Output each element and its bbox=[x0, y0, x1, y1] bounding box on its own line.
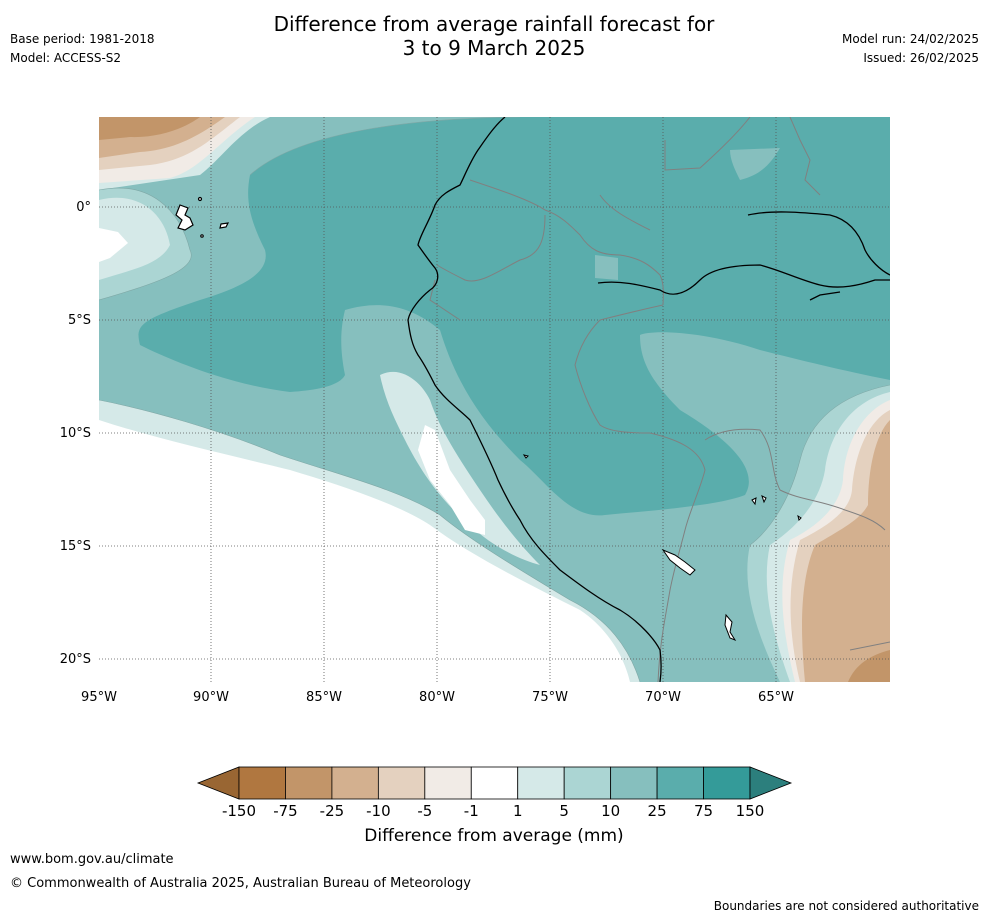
galapagos-islands bbox=[175, 196, 230, 238]
colour-bar-box bbox=[563, 766, 612, 800]
lon-label: 65°W bbox=[758, 690, 794, 705]
map-title: Difference from average rainfall forecas… bbox=[0, 12, 988, 60]
latitude-labels: 0° 5°S 10°S 15°S 20°S bbox=[60, 200, 91, 667]
rainfall-anomaly-shading bbox=[99, 117, 890, 682]
colour-bar-tick-label: -75 bbox=[273, 802, 298, 820]
colour-bar-tick-label: -150 bbox=[222, 802, 256, 820]
colour-bar-tick-label: -1 bbox=[464, 802, 479, 820]
colour-bar-box bbox=[331, 766, 379, 800]
map-gridlines bbox=[99, 117, 890, 682]
anomaly-band-minus10-minus25-east bbox=[802, 420, 890, 682]
coastlines bbox=[407, 117, 890, 682]
colour-bar-boxes bbox=[238, 766, 751, 800]
lat-label: 0° bbox=[76, 200, 91, 215]
colour-bar-box bbox=[424, 766, 472, 800]
colour-bar-legend: -150 -75 -25 -10 -5 -1 1 5 10 25 75 150 bbox=[196, 766, 793, 820]
boundaries-disclaimer: Boundaries are not considered authoritat… bbox=[713, 899, 979, 913]
country-borders bbox=[429, 117, 890, 682]
colour-bar-tick-label: -10 bbox=[366, 802, 391, 820]
colour-bar-tick-label: 5 bbox=[559, 802, 569, 820]
colour-bar-tick-label: 75 bbox=[694, 802, 713, 820]
colour-bar-tick-labels: -150 -75 -25 -10 -5 -1 1 5 10 25 75 150 bbox=[222, 802, 764, 820]
colour-bar-box bbox=[285, 766, 333, 800]
lon-label: 85°W bbox=[306, 690, 342, 705]
colour-bar-low-extension bbox=[196, 766, 240, 800]
anomaly-band-1-5-west bbox=[99, 197, 170, 280]
lat-label: 20°S bbox=[60, 652, 91, 667]
title-line-1: Difference from average rainfall forecas… bbox=[273, 12, 715, 36]
colour-bar-high-extension bbox=[749, 766, 793, 800]
colour-bar-box bbox=[610, 766, 658, 800]
issued-date: Issued: 26/02/2025 bbox=[863, 51, 979, 65]
anomaly-band-25-75 bbox=[138, 117, 890, 516]
anomaly-band-minus25-minus75-north bbox=[99, 117, 200, 140]
colour-bar-box bbox=[377, 766, 426, 800]
anomaly-patch-10-25 bbox=[730, 148, 780, 180]
lon-label: 90°W bbox=[193, 690, 229, 705]
anomaly-band-minus25-minus75-east bbox=[848, 650, 890, 682]
colour-bar-box bbox=[517, 766, 565, 800]
colour-bar-tick-label: 1 bbox=[513, 802, 523, 820]
anomaly-band-neutral-coastal bbox=[418, 425, 485, 535]
lon-label: 95°W bbox=[81, 690, 117, 705]
anomaly-band-neutral-south bbox=[99, 420, 630, 682]
colour-bar-box bbox=[703, 766, 751, 800]
lat-label: 15°S bbox=[60, 539, 91, 554]
lakes bbox=[522, 454, 802, 642]
colour-bar-tick-label: 150 bbox=[736, 802, 765, 820]
lat-label: 10°S bbox=[60, 426, 91, 441]
lon-label: 70°W bbox=[645, 690, 681, 705]
model-name: Model: ACCESS-S2 bbox=[10, 51, 122, 65]
legend-label: Difference from average (mm) bbox=[364, 826, 624, 846]
model-run: Model run: 24/02/2025 bbox=[841, 32, 979, 46]
base-period: Base period: 1981-2018 bbox=[10, 32, 155, 46]
copyright-notice: © Commonwealth of Australia 2025, Austra… bbox=[10, 876, 471, 891]
bom-url[interactable]: www.bom.gov.au/climate bbox=[10, 852, 174, 867]
anomaly-band-neutral-west bbox=[99, 228, 128, 262]
anomaly-patch-10-25-small bbox=[595, 255, 618, 280]
colour-bar-tick-label: 10 bbox=[601, 802, 620, 820]
lat-label: 5°S bbox=[68, 313, 91, 328]
colour-bar-box bbox=[238, 766, 286, 800]
lon-label: 75°W bbox=[532, 690, 568, 705]
title-line-2: 3 to 9 March 2025 bbox=[402, 36, 586, 60]
colour-bar-tick-label: -25 bbox=[320, 802, 345, 820]
colour-bar-tick-label: 25 bbox=[648, 802, 667, 820]
colour-bar-tick-label: -5 bbox=[417, 802, 432, 820]
longitude-labels: 95°W 90°W 85°W 80°W 75°W 70°W 65°W bbox=[81, 690, 794, 705]
lon-label: 80°W bbox=[419, 690, 455, 705]
anomaly-band-1-5-coastal bbox=[380, 371, 540, 565]
colour-bar-box bbox=[656, 766, 704, 800]
colour-bar-box bbox=[470, 766, 519, 800]
contour-lines bbox=[99, 117, 890, 682]
